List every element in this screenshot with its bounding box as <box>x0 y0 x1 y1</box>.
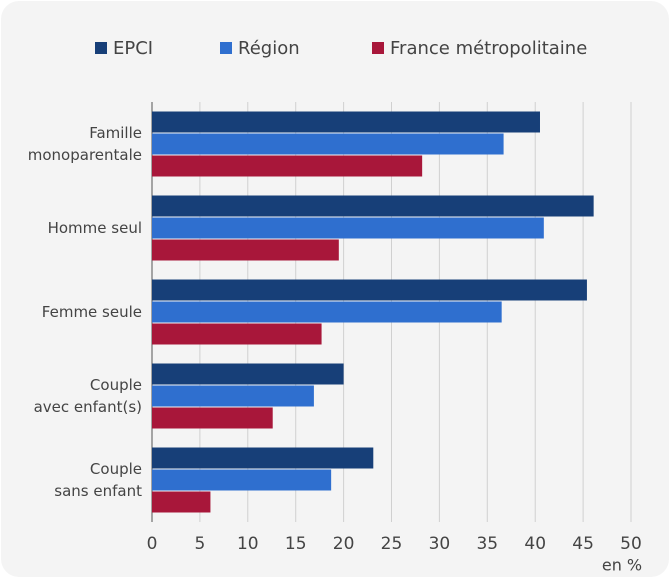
y-tick-label: Femme seule <box>42 303 142 321</box>
legend-swatch <box>220 42 232 54</box>
y-tick-label: Couple sans enfant <box>54 460 142 500</box>
x-tick-label: 20 <box>333 534 355 554</box>
x-axis-label: en % <box>602 556 642 575</box>
bar <box>152 279 587 301</box>
legend-swatch <box>372 42 384 54</box>
x-tick-label: 40 <box>524 534 546 554</box>
bar <box>152 447 374 469</box>
bar <box>152 239 339 261</box>
y-tick-label: Couple avec enfant(s) <box>34 376 142 416</box>
bar <box>152 195 594 217</box>
bar <box>152 469 332 491</box>
y-tick-label-line: Famille <box>89 124 142 142</box>
bar <box>152 133 504 155</box>
y-tick-label-line: Homme seul <box>48 219 142 237</box>
legend-swatch <box>95 42 107 54</box>
legend-label: France métropolitaine <box>390 38 587 59</box>
bar <box>152 385 314 407</box>
bar <box>152 111 540 133</box>
bar <box>152 491 211 513</box>
x-tick-label: 30 <box>429 534 451 554</box>
x-tick-label: 45 <box>572 534 594 554</box>
bar <box>152 407 273 429</box>
y-tick-label-line: Couple <box>90 376 142 394</box>
x-tick-label: 10 <box>237 534 259 554</box>
legend-label: Région <box>238 38 300 59</box>
y-tick-label-line: avec enfant(s) <box>34 398 142 416</box>
x-tick-label: 35 <box>476 534 498 554</box>
x-tick-label: 50 <box>620 534 642 554</box>
y-tick-label: Homme seul <box>48 219 142 237</box>
y-tick-label-line: Femme seule <box>42 303 142 321</box>
x-tick-label: 25 <box>381 534 403 554</box>
x-tick-label: 15 <box>285 534 307 554</box>
x-tick-label: 5 <box>194 534 205 554</box>
bar <box>152 323 322 345</box>
bar <box>152 217 544 239</box>
x-tick-label: 0 <box>147 534 158 554</box>
y-tick-label: Famille monoparentale <box>28 124 142 164</box>
bar <box>152 301 502 323</box>
legend-label: EPCI <box>113 38 153 59</box>
y-tick-label-line: Couple <box>90 460 142 478</box>
bar <box>152 155 423 177</box>
bar <box>152 363 344 385</box>
y-tick-label-line: sans enfant <box>54 482 142 500</box>
y-tick-label-line: monoparentale <box>28 146 142 164</box>
